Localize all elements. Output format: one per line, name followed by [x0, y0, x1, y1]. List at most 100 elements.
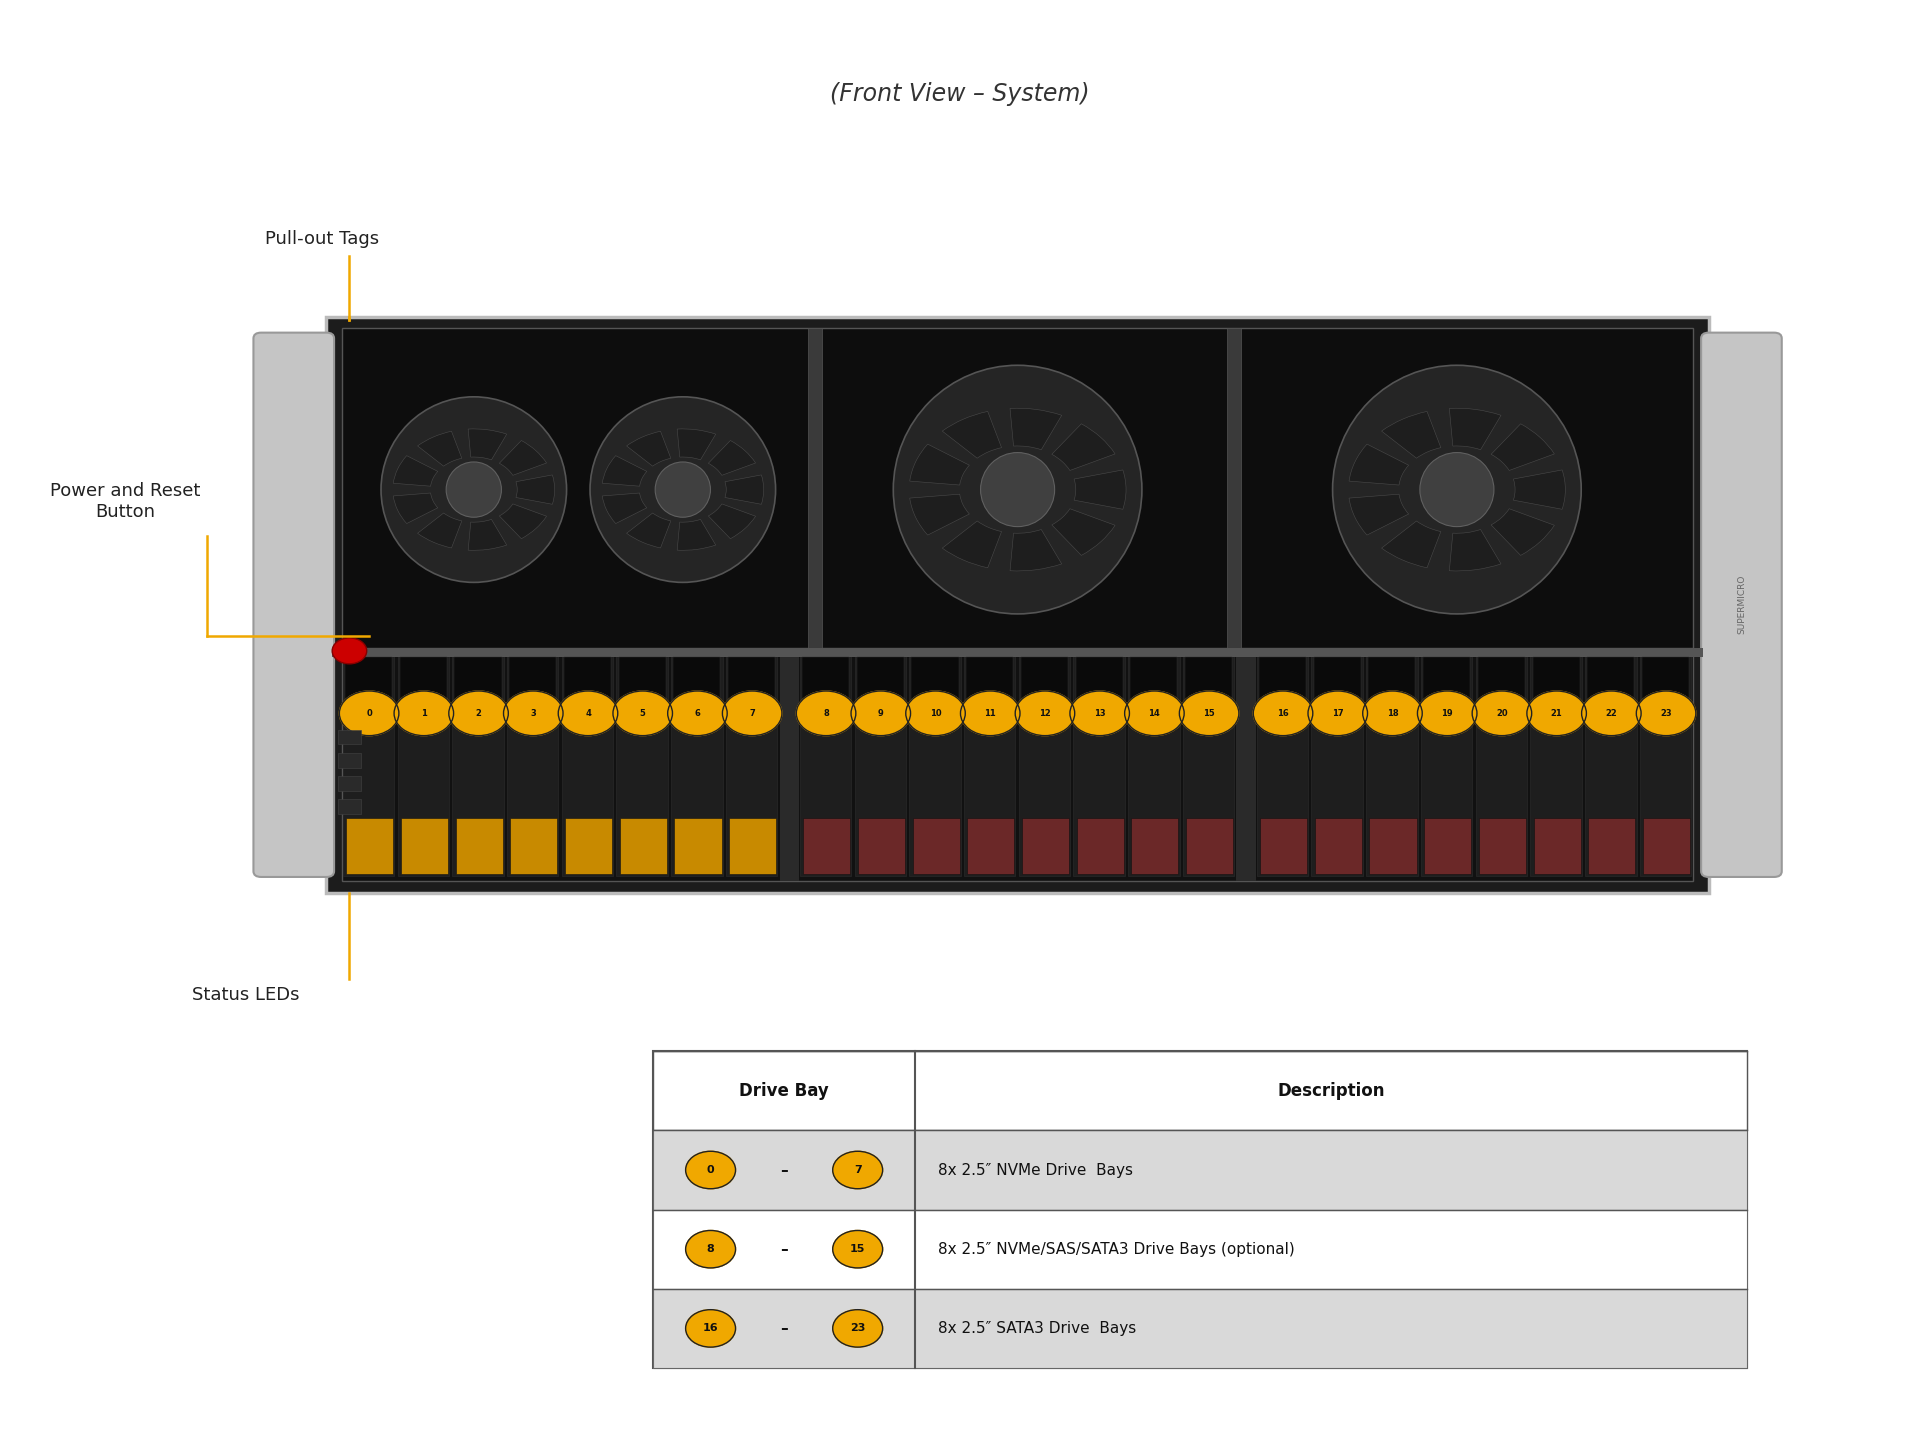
Bar: [344, 654, 394, 876]
Text: 20: 20: [1496, 708, 1507, 717]
Bar: [1642, 657, 1690, 727]
Wedge shape: [1010, 530, 1062, 570]
Bar: [1367, 654, 1417, 876]
Wedge shape: [417, 431, 463, 467]
Wedge shape: [1052, 508, 1116, 556]
Wedge shape: [1010, 409, 1062, 449]
Bar: [346, 657, 392, 727]
Text: 22: 22: [1605, 708, 1617, 717]
Text: 9: 9: [877, 708, 883, 717]
Text: 23: 23: [1661, 708, 1672, 717]
Wedge shape: [603, 492, 647, 524]
Bar: [780, 648, 799, 881]
Bar: [653, 1210, 1747, 1289]
FancyBboxPatch shape: [253, 333, 334, 877]
Text: 0: 0: [707, 1165, 714, 1175]
Bar: [1131, 657, 1177, 727]
Text: SUPERMICRO: SUPERMICRO: [1738, 575, 1745, 635]
Bar: [1644, 818, 1690, 874]
Bar: [912, 657, 958, 727]
Wedge shape: [394, 455, 438, 487]
Wedge shape: [626, 431, 670, 467]
Text: 23: 23: [851, 1323, 866, 1333]
Bar: [1478, 818, 1526, 874]
Bar: [1640, 654, 1692, 876]
Wedge shape: [726, 475, 764, 504]
Wedge shape: [678, 520, 716, 550]
Circle shape: [1526, 691, 1586, 736]
Bar: [563, 654, 612, 876]
Circle shape: [1308, 691, 1367, 736]
Text: 14: 14: [1148, 708, 1160, 717]
Text: 3: 3: [530, 708, 536, 717]
Bar: [1369, 657, 1415, 727]
Bar: [616, 654, 668, 876]
Text: 8x 2.5″ NVMe/SAS/SATA3 Drive Bays (optional): 8x 2.5″ NVMe/SAS/SATA3 Drive Bays (optio…: [939, 1241, 1296, 1257]
Circle shape: [668, 691, 728, 736]
Text: 10: 10: [929, 708, 941, 717]
Bar: [1423, 657, 1471, 727]
Circle shape: [685, 1230, 735, 1269]
Bar: [1478, 657, 1524, 727]
Text: 16: 16: [703, 1323, 718, 1333]
Text: 19: 19: [1442, 708, 1453, 717]
Text: Drive Bay: Drive Bay: [739, 1081, 829, 1100]
Text: 11: 11: [985, 708, 996, 717]
Text: Description: Description: [1277, 1081, 1384, 1100]
Bar: [1311, 654, 1363, 876]
Wedge shape: [1492, 423, 1555, 471]
Text: –: –: [780, 1162, 787, 1178]
Bar: [1260, 657, 1306, 727]
Wedge shape: [1350, 494, 1409, 536]
Circle shape: [1582, 691, 1642, 736]
Bar: [653, 1289, 1747, 1368]
Bar: [399, 657, 447, 727]
Ellipse shape: [893, 366, 1142, 613]
Wedge shape: [516, 475, 555, 504]
Bar: [1425, 818, 1471, 874]
Bar: [332, 648, 1703, 657]
Circle shape: [1473, 691, 1532, 736]
Bar: [338, 730, 361, 744]
Bar: [453, 654, 503, 876]
Bar: [674, 818, 722, 874]
Circle shape: [1179, 691, 1238, 736]
Bar: [1532, 657, 1580, 727]
Circle shape: [851, 691, 910, 736]
Bar: [511, 818, 557, 874]
Wedge shape: [943, 412, 1002, 458]
Circle shape: [1125, 691, 1185, 736]
Wedge shape: [678, 429, 716, 459]
Text: Pull-out Tags: Pull-out Tags: [265, 230, 378, 248]
Bar: [1421, 654, 1473, 876]
Wedge shape: [1450, 530, 1501, 570]
Bar: [910, 654, 960, 876]
Text: –: –: [780, 1320, 787, 1336]
Text: 13: 13: [1094, 708, 1106, 717]
Bar: [1586, 654, 1636, 876]
Wedge shape: [910, 444, 970, 485]
Bar: [564, 657, 611, 727]
Text: 15: 15: [1204, 708, 1215, 717]
Wedge shape: [1382, 412, 1440, 458]
Text: 7: 7: [854, 1165, 862, 1175]
Bar: [1129, 654, 1179, 876]
Bar: [803, 657, 849, 727]
Text: 12: 12: [1039, 708, 1050, 717]
Circle shape: [722, 691, 781, 736]
Circle shape: [833, 1230, 883, 1269]
Bar: [342, 648, 1693, 881]
Circle shape: [340, 691, 399, 736]
Circle shape: [685, 1152, 735, 1189]
Circle shape: [1363, 691, 1423, 736]
Bar: [968, 818, 1014, 874]
Circle shape: [449, 691, 509, 736]
Wedge shape: [708, 504, 756, 539]
Bar: [803, 818, 851, 874]
Circle shape: [797, 691, 856, 736]
Circle shape: [1069, 691, 1129, 736]
Text: 18: 18: [1386, 708, 1398, 717]
Bar: [964, 654, 1016, 876]
Bar: [342, 328, 1693, 651]
Ellipse shape: [1332, 366, 1582, 613]
